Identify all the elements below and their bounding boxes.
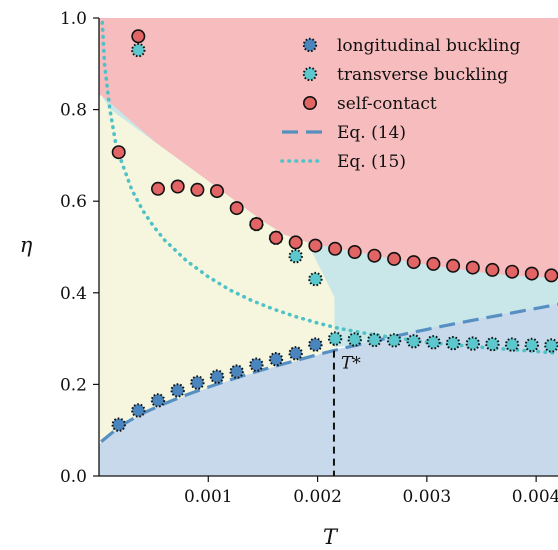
transverse-buckling-point (544, 338, 558, 353)
transverse-buckling-point (524, 337, 539, 353)
transverse-buckling-point (426, 335, 441, 350)
x-tick-label: 0.001 (184, 487, 233, 507)
self-contact-point (190, 182, 205, 197)
self-contact-point (131, 29, 146, 44)
self-contact-point (328, 241, 343, 256)
self-contact-point (151, 181, 166, 196)
x-tick-label: 0.003 (403, 487, 452, 507)
data-points (111, 29, 558, 432)
y-axis-label: η (20, 233, 33, 257)
legend-marker-self-contact (302, 96, 317, 111)
x-tick-label: 0.004 (512, 487, 558, 507)
longitudinal-buckling-point (288, 346, 303, 361)
legend-label-transverse-buckling: transverse buckling (337, 65, 508, 85)
longitudinal-buckling-point (249, 357, 264, 372)
axes (98, 18, 558, 477)
self-contact-point (268, 230, 283, 245)
legend-marker-transverse-buckling (302, 66, 318, 82)
longitudinal-buckling-point (170, 383, 185, 398)
transverse-buckling-point (288, 249, 303, 264)
transverse-buckling-point (308, 271, 323, 287)
longitudinal-buckling-point (209, 369, 225, 384)
transverse-buckling-point (131, 42, 146, 58)
y-tick-label: 0.8 (60, 101, 87, 121)
transverse-buckling-point (367, 332, 382, 348)
transverse-buckling-point (485, 336, 500, 352)
self-contact-point (426, 256, 441, 271)
y-tick-label: 0.2 (60, 375, 87, 395)
longitudinal-buckling-point (308, 337, 323, 352)
transverse-buckling-point (445, 336, 461, 351)
transverse-buckling-point (465, 336, 480, 351)
y-tick-label: 0.0 (60, 467, 87, 487)
legend-label-eq-14: Eq. (14) (337, 123, 406, 143)
self-contact-point (210, 184, 225, 199)
self-contact-point (170, 179, 185, 194)
self-contact-point (308, 238, 323, 253)
axis-ticks: 0.001 0.002 0.003 0.004 0.0 0.2 0.4 0.6 0.8 1.0 (60, 9, 558, 507)
transverse-buckling-point (386, 333, 402, 348)
self-contact-point (524, 266, 539, 281)
x-tick-label: 0.002 (293, 487, 342, 507)
self-contact-point (544, 268, 558, 283)
transverse-buckling-point (327, 331, 343, 346)
self-contact-point (465, 260, 480, 275)
transverse-buckling-point (347, 332, 362, 347)
self-contact-point (505, 264, 520, 279)
longitudinal-buckling-point (268, 352, 284, 367)
t-star-annotation: T* (341, 354, 361, 374)
self-contact-point (485, 262, 500, 277)
self-contact-point (446, 258, 461, 273)
eq-14-curve (100, 302, 558, 443)
transverse-buckling-point (504, 337, 520, 352)
longitudinal-buckling-point (229, 364, 244, 379)
y-tick-label: 0.6 (60, 192, 87, 212)
self-contact-point (406, 255, 421, 270)
y-tick-label: 1.0 (60, 9, 87, 29)
longitudinal-buckling-point (190, 375, 205, 390)
legend-label-self-contact: self-contact (337, 94, 437, 114)
longitudinal-buckling-point (131, 403, 146, 418)
self-contact-point (347, 245, 362, 260)
self-contact-point (229, 201, 244, 216)
self-contact-point (387, 251, 402, 266)
self-contact-point (288, 235, 303, 250)
self-contact-point (111, 145, 126, 160)
self-contact-point (249, 217, 264, 232)
legend: longitudinal buckling transverse buckling… (280, 36, 520, 172)
legend-marker-longitudinal-buckling (302, 37, 318, 53)
self-contact-point (367, 248, 382, 263)
legend-label-eq-15: Eq. (15) (337, 152, 406, 172)
transverse-buckling-point (406, 334, 421, 349)
longitudinal-buckling-point (150, 393, 166, 408)
legend-label-longitudinal-buckling: longitudinal buckling (337, 36, 520, 56)
x-axis-label: T (323, 525, 339, 549)
longitudinal-buckling-point (111, 417, 126, 432)
y-tick-label: 0.4 (60, 284, 87, 304)
